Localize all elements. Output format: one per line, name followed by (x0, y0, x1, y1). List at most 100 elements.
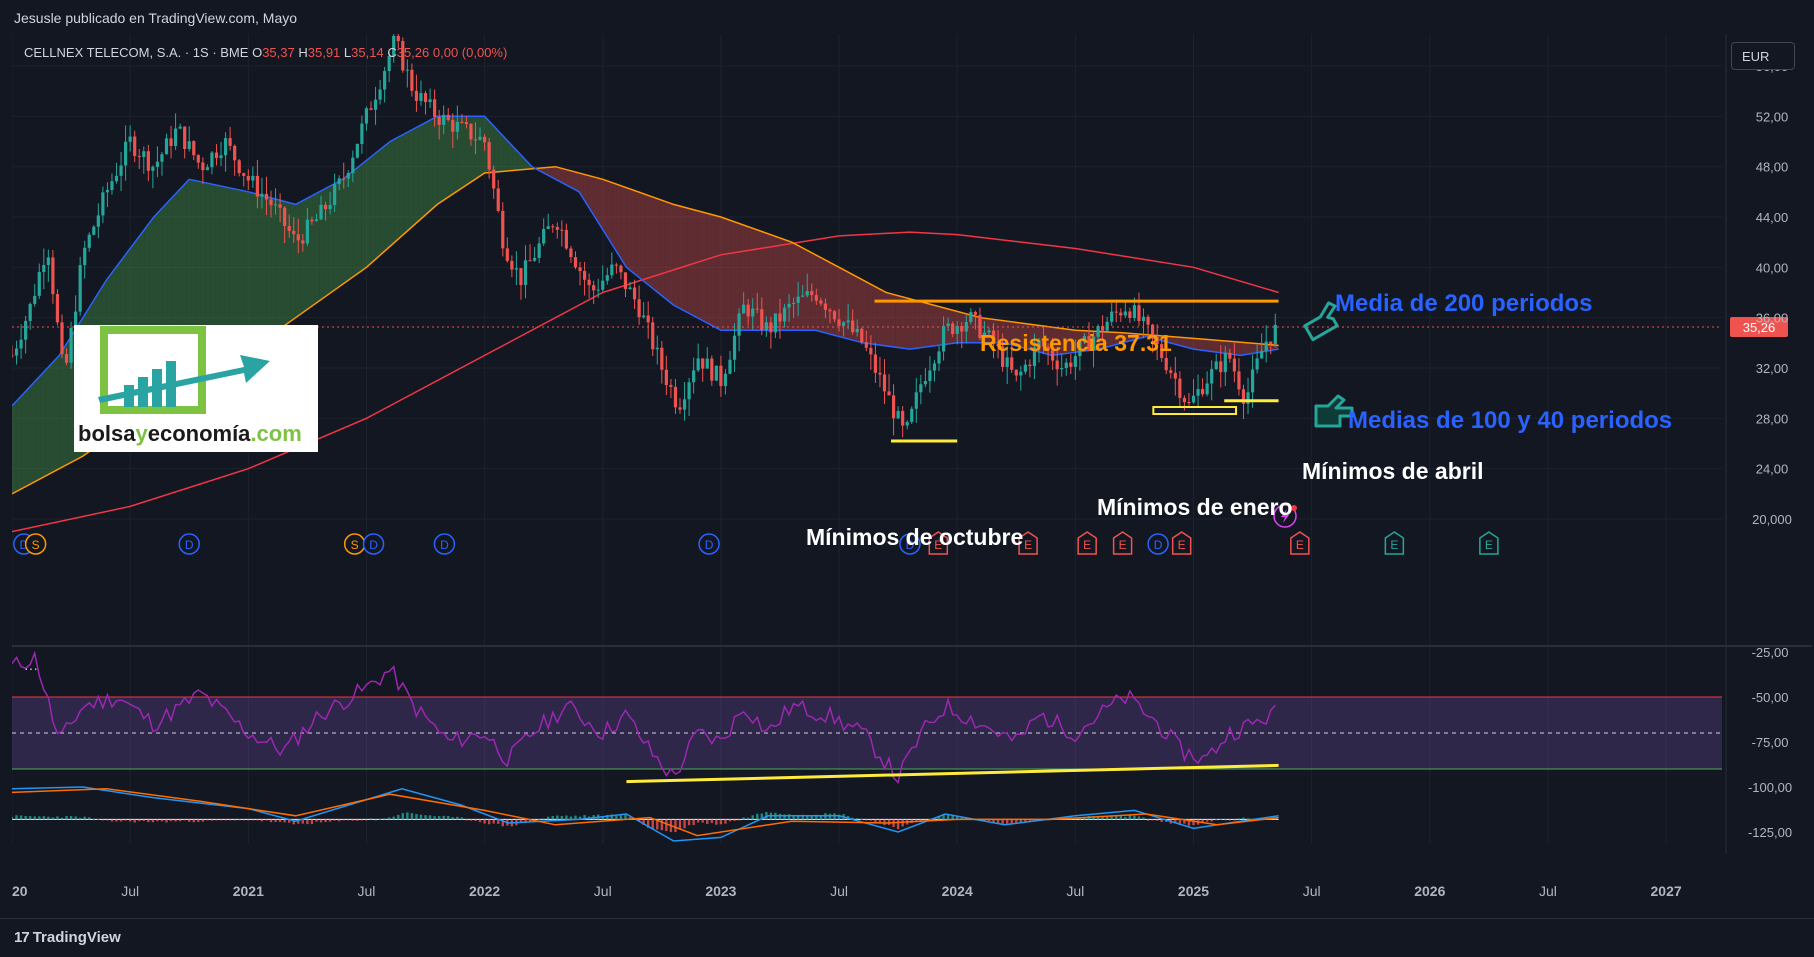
price-tick-label: 48,00 (1756, 160, 1789, 175)
macd-hist-bar (392, 816, 395, 820)
macd-hist-bar (83, 816, 86, 820)
candle-body (773, 313, 778, 333)
ma-band-segment (687, 208, 693, 316)
ma-band-segment (626, 187, 632, 272)
candle-body (1032, 347, 1037, 367)
candle-body (337, 178, 341, 185)
macd-hist-bar (201, 819, 205, 822)
ma-band-segment (635, 190, 641, 279)
time-tick-label: Jul (1303, 883, 1321, 899)
macd-hist-bar (128, 819, 132, 822)
candle-body (255, 175, 259, 197)
candle-body (287, 225, 291, 231)
macd-hist-bar (796, 814, 800, 820)
ma-band-segment (886, 292, 892, 347)
macd-hist-bar (828, 813, 832, 820)
annotation-media-200: Media de 200 periodos (1335, 290, 1593, 317)
macd-hist-bar (1237, 818, 1241, 820)
candle-body (832, 311, 837, 320)
candle-body (792, 302, 796, 304)
macd-signal-line (12, 788, 1279, 837)
candle-body (692, 370, 696, 383)
candle-body (878, 372, 882, 375)
ma-band-segment (787, 240, 792, 331)
chart-canvas[interactable]: 35,2656,0052,0048,0044,0040,0036,0032,00… (12, 34, 1812, 914)
candle-body (183, 126, 187, 149)
candle-body (669, 385, 673, 387)
ma-band-segment (522, 156, 528, 170)
ma-band-segment (820, 257, 825, 333)
candle-body (1178, 378, 1182, 398)
candle-body (1028, 364, 1032, 367)
macd-hist-bar (656, 819, 659, 830)
candle-body (1205, 383, 1209, 395)
macd-hist-bar (719, 819, 723, 825)
lower-tick-label: -100,00 (1748, 780, 1792, 795)
macd-hist-bar (646, 819, 650, 828)
ma-band-segment (512, 146, 518, 171)
event-e-icon: E (1384, 531, 1405, 555)
macd-hist-bar (1142, 817, 1145, 820)
ma-band-segment (479, 116, 485, 177)
candle-body (19, 339, 23, 349)
candle-body (446, 114, 450, 120)
ma-band-segment (295, 201, 301, 318)
macd-hist-bar (678, 819, 682, 830)
macd-hist-bar (337, 819, 341, 822)
macd-line (12, 786, 1279, 842)
candle-body (642, 315, 646, 318)
macd-hist-bar (460, 817, 464, 820)
candle-body (919, 384, 923, 393)
ma-band-segment (1070, 329, 1076, 353)
currency-selector[interactable]: EUR (1731, 42, 1795, 70)
macd-hist-bar (569, 816, 573, 820)
ma-band-segment (262, 195, 268, 342)
candle-body (714, 365, 718, 381)
ma-band-segment (361, 160, 367, 271)
macd-hist-bar (215, 819, 218, 821)
macd-hist-bar (1096, 815, 1100, 820)
ma-band-segment (768, 233, 773, 331)
ma-band-segment (16, 395, 22, 492)
ma-band-segment (772, 235, 778, 331)
time-tick-label: 2023 (705, 883, 736, 899)
candle-body (1169, 370, 1173, 373)
pointer-icons (1273, 301, 1354, 528)
ma-band-segment (683, 206, 688, 313)
macd-hist-bar (560, 816, 564, 820)
macd-hist-bar (469, 819, 473, 821)
candle-body (778, 313, 782, 322)
time-tick-label: Jul (594, 883, 612, 899)
ma-band-segment (1013, 322, 1019, 347)
candle-body (1005, 357, 1009, 367)
macd-hist-bar (197, 819, 200, 822)
macd-hist-bar (756, 813, 759, 820)
candle-body (1060, 368, 1064, 370)
candle-body (1014, 369, 1018, 376)
ma-band-segment (347, 171, 353, 281)
annotation-resistencia: Resistencia 37.31 (980, 330, 1172, 356)
ma-band-segment (1117, 332, 1123, 345)
ma-band-segment (602, 179, 608, 238)
candle-body (1128, 311, 1132, 319)
tradingview-brand[interactable]: 17 TradingView (14, 929, 121, 946)
time-tick-label: 2022 (469, 883, 500, 899)
macd-hist-bar (869, 819, 873, 821)
macd-hist-bar (765, 812, 768, 820)
candle-body (269, 199, 273, 206)
macd-hist-bar (51, 817, 55, 820)
candle-body (510, 260, 514, 270)
chart-area[interactable]: 35,2656,0052,0048,0044,0040,0036,0032,00… (12, 34, 1812, 914)
macd-hist-bar (724, 819, 727, 824)
candle-body (146, 151, 150, 171)
macd-hist-bar (65, 816, 68, 820)
macd-hist-bar (274, 819, 277, 822)
candle-body (414, 90, 419, 101)
candle-body (764, 322, 768, 331)
macd-hist-bar (1192, 819, 1195, 826)
candle-body (319, 204, 323, 220)
macd-hist-bar (165, 819, 168, 823)
candle-body (955, 326, 959, 334)
candle-body (160, 154, 164, 162)
indicator-more-icon[interactable]: ··· (24, 660, 38, 676)
